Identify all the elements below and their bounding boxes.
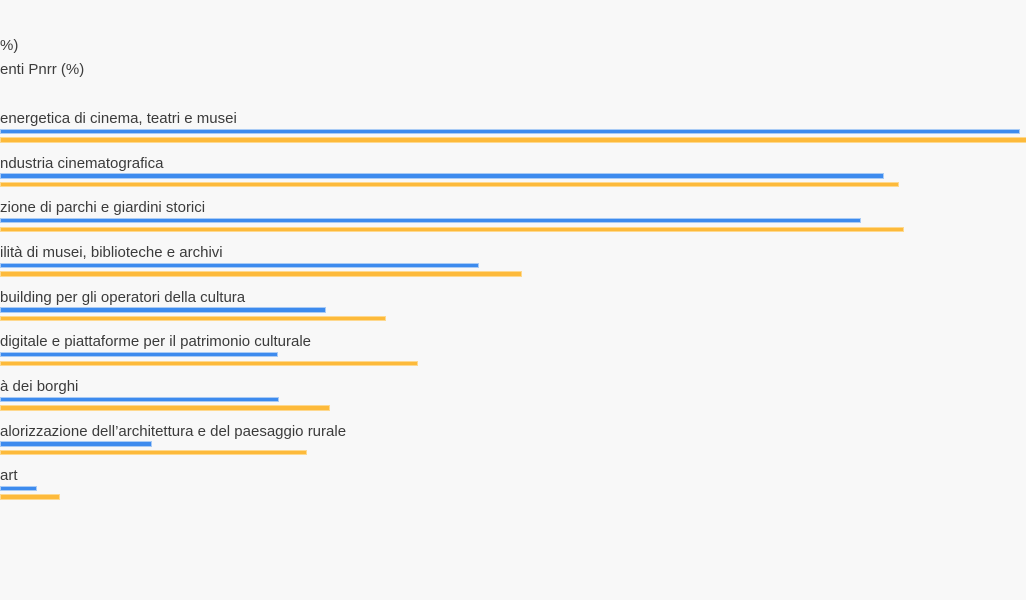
series-blue-bar xyxy=(0,351,278,358)
series-yellow-bar xyxy=(0,449,307,456)
category-label: zione di parchi e giardini storici xyxy=(0,199,206,217)
bar-row: ndustria cinematografica xyxy=(0,155,1026,199)
category-label: à dei borghi xyxy=(0,377,79,395)
category-label: ndustria cinematografica xyxy=(0,154,164,172)
bar-row: à dei borghi xyxy=(0,378,1026,422)
series-blue-bar xyxy=(0,307,326,313)
bar-row: ilità di musei, biblioteche e archivi xyxy=(0,244,1026,288)
category-label: ilità di musei, biblioteche e archivi xyxy=(0,243,223,261)
series-blue-bar xyxy=(0,217,861,224)
series-yellow-bar xyxy=(0,315,386,322)
series-yellow-bar xyxy=(0,405,330,411)
bar-row: digitale e piattaforme per il patrimonio… xyxy=(0,333,1026,377)
category-label: building per gli operatori della cultura xyxy=(0,288,246,306)
series-yellow-bar xyxy=(0,494,60,500)
bar-row: art xyxy=(0,467,1026,511)
series-yellow-bar xyxy=(0,181,899,188)
legend-item-series-yellow: enti Pnrr (%) xyxy=(0,61,85,78)
series-blue-bar xyxy=(0,441,152,447)
bar-row: alorizzazione dell’architettura e del pa… xyxy=(0,423,1026,467)
series-yellow-bar xyxy=(0,360,418,367)
series-yellow-bar xyxy=(0,137,1026,143)
category-label: alorizzazione dell’architettura e del pa… xyxy=(0,422,347,440)
series-yellow-bar xyxy=(0,271,522,277)
series-yellow-bar xyxy=(0,226,904,233)
series-blue-bar xyxy=(0,485,37,492)
series-blue-bar xyxy=(0,396,279,403)
bar-row: energetica di cinema, teatri e musei xyxy=(0,110,1026,154)
series-blue-bar xyxy=(0,128,1020,135)
category-label: art xyxy=(0,467,18,485)
category-label: energetica di cinema, teatri e musei xyxy=(0,110,237,127)
series-blue-bar xyxy=(0,173,884,179)
legend-item-series-blue: %) xyxy=(0,37,19,54)
category-label: digitale e piattaforme per il patrimonio… xyxy=(0,333,311,351)
bar-row: building per gli operatori della cultura xyxy=(0,289,1026,333)
bar-row: zione di parchi e giardini storici xyxy=(0,199,1026,243)
series-blue-bar xyxy=(0,262,479,269)
